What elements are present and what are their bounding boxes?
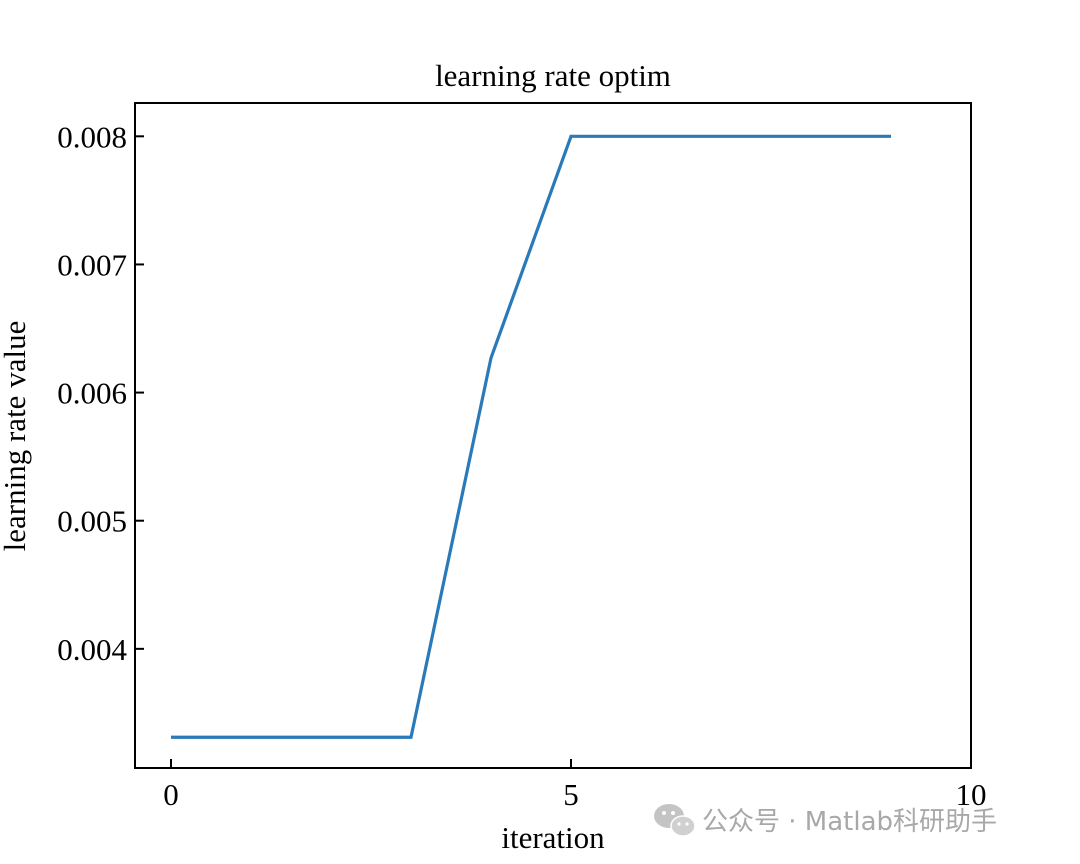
x-tick-label: 5 [563,777,579,812]
y-tick-label: 0.005 [57,504,127,539]
x-tick-label: 10 [956,777,987,812]
x-tick-label: 0 [163,777,179,812]
wechat-icon [654,804,696,837]
y-axis-ticks: 0.004 0.005 0.006 0.007 0.008 [57,119,144,667]
y-tick-label: 0.007 [57,247,127,282]
watermark: 公众号 · Matlab科研助手 [654,804,997,837]
chart-title: learning rate optim [435,58,671,93]
watermark-text: 公众号 · Matlab科研助手 [702,807,997,837]
plot-frame [134,102,972,769]
y-tick-label: 0.008 [57,119,127,154]
x-axis-label: iteration [501,820,605,855]
plot-area [135,103,971,768]
y-axis-label: learning rate value [0,321,32,552]
y-tick-label: 0.004 [57,632,127,667]
y-tick-label: 0.006 [57,376,127,411]
series-line [171,134,891,739]
